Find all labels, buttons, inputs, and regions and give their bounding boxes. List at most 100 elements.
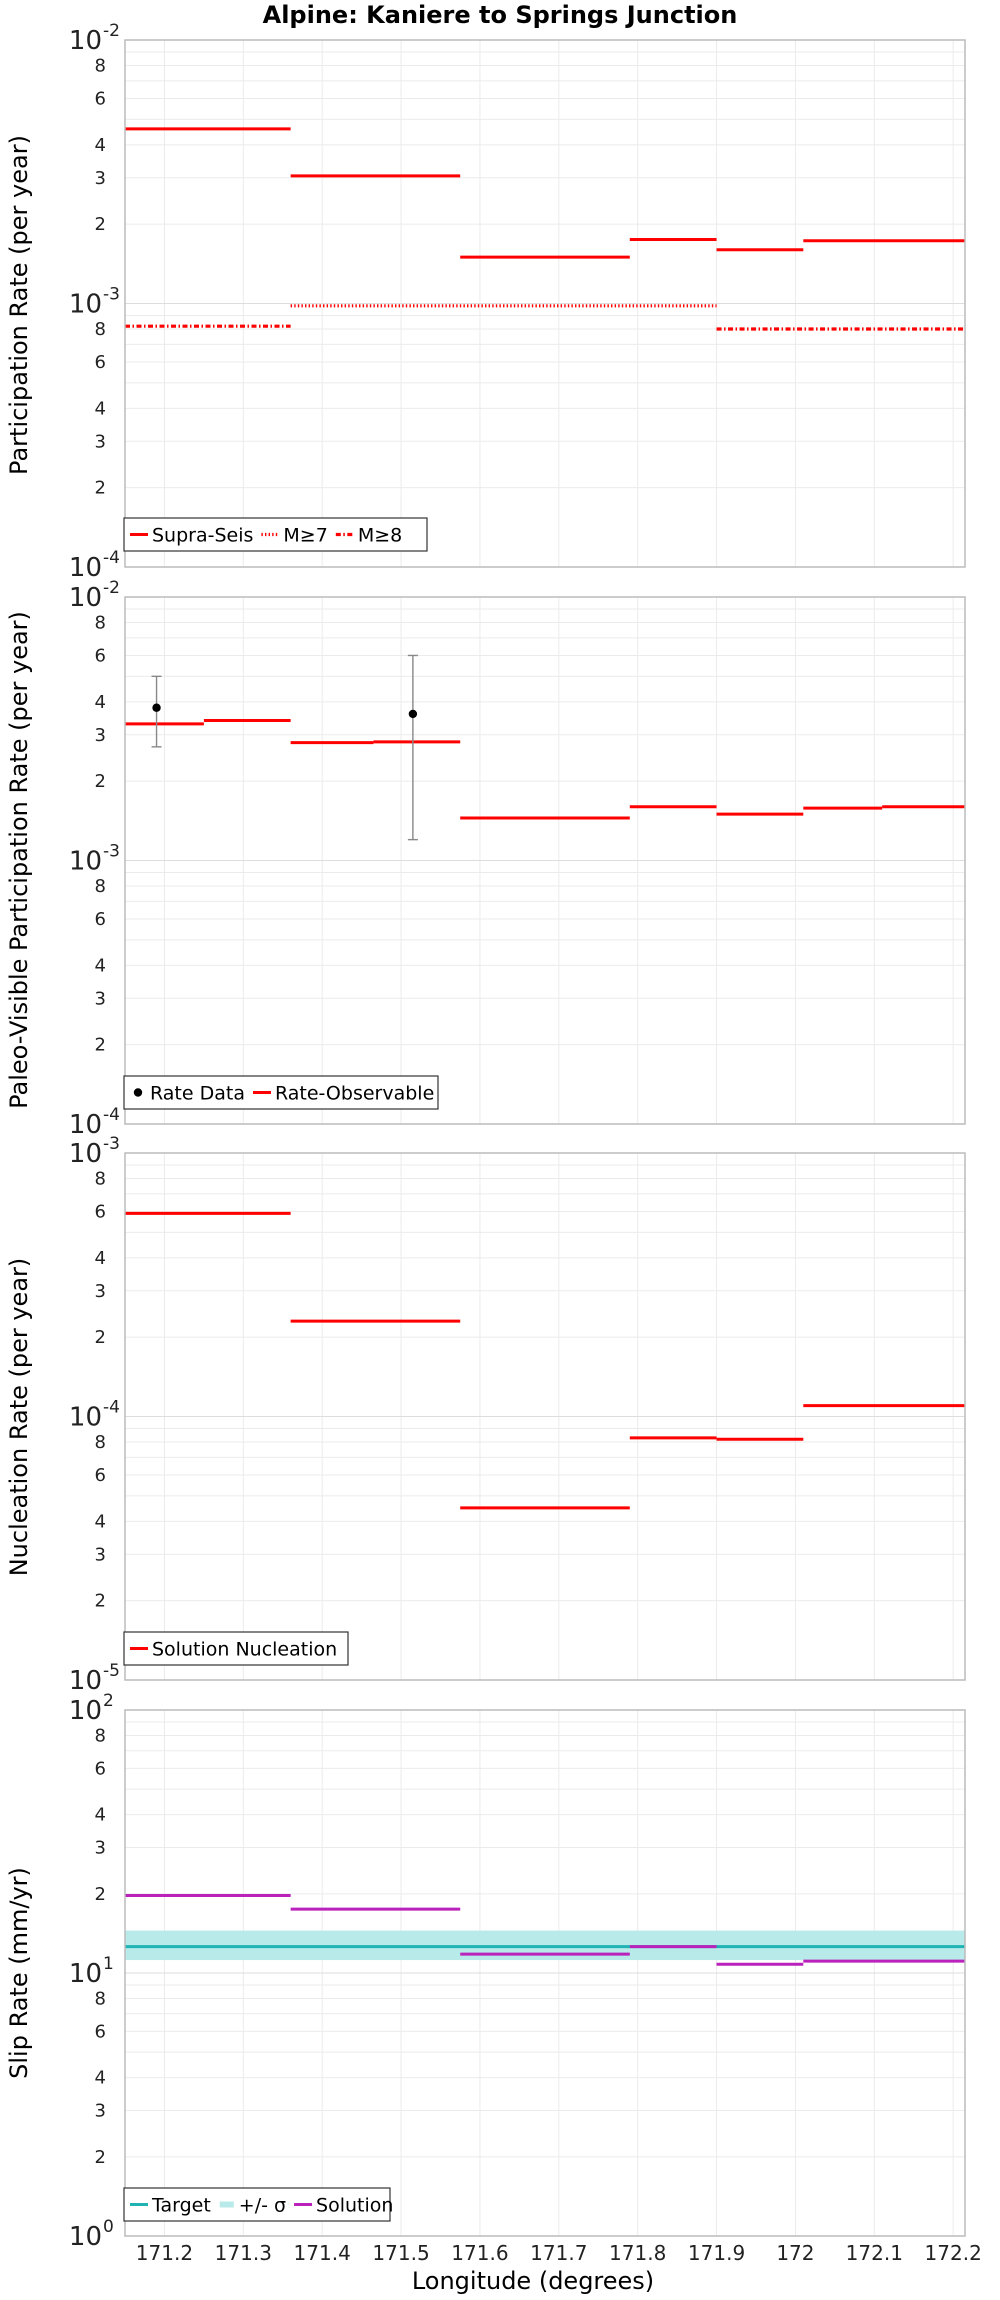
panel-2-ytick-label: 3 [95, 988, 106, 1009]
panel-1-ytick-exponent: -4 [103, 548, 120, 568]
panel-3-ytick-label: 3 [95, 1281, 106, 1302]
panel-3-ytick-decade: 10 [69, 1139, 102, 1169]
panel-1-ytick-decade: 10 [69, 26, 102, 56]
panel-1-ytick-label: 4 [95, 398, 106, 419]
panel-1-ytick-label: 6 [95, 88, 106, 109]
panel-1-ytick-label: 3 [95, 431, 106, 452]
panel-2-ytick-label: 6 [95, 909, 106, 930]
x-tick-label: 171.6 [451, 2241, 508, 2265]
panel-4-legend-label: Target [151, 2195, 211, 2217]
panel-1-ytick-decade: 10 [69, 553, 102, 583]
panel-2-ytick-decade: 10 [69, 847, 102, 877]
panel-3-ytick-label: 3 [95, 1544, 106, 1565]
panel-3-ytick-label: 6 [95, 1465, 106, 1486]
panel-3-ytick-label: 4 [95, 1248, 106, 1269]
panel-4-legend-marker [219, 2201, 234, 2208]
panel-3-ytick-exponent: -5 [103, 1661, 120, 1681]
panel-4-ytick-label: 2 [95, 1884, 106, 1905]
panel-2-legend-label: Rate-Observable [275, 1083, 434, 1105]
panel-2-ytick-label: 6 [95, 645, 106, 666]
chart-title: Alpine: Kaniere to Springs Junction [263, 1, 738, 29]
panel-4-ytick-exponent: 1 [103, 1954, 114, 1974]
x-tick-label: 171.9 [688, 2241, 745, 2265]
panel-4-ytick-label: 8 [95, 1725, 106, 1746]
panel-4-ytick-label: 3 [95, 1838, 106, 1859]
panel-3-ytick-exponent: -3 [103, 1134, 120, 1154]
panel-2-axis-frame [124, 596, 966, 1125]
x-tick-label: 171.2 [136, 2241, 193, 2265]
panel-3-ytick-label: 2 [95, 1591, 106, 1612]
x-tick-label: 171.7 [530, 2241, 587, 2265]
panel-2-ytick-label: 2 [95, 1035, 106, 1056]
panel-4-ytick-exponent: 2 [103, 1691, 114, 1711]
panel-4-legend: Target +/- σ Solution [123, 2187, 393, 2222]
panel-2-ytick-decade: 10 [69, 1110, 102, 1140]
panel-1-y-label: Participation Rate (per year) [5, 135, 33, 475]
panel-4-ytick-label: 4 [95, 1805, 106, 1826]
panel-1-ytick-label: 3 [95, 168, 106, 189]
panel-3-legend-box [123, 1631, 349, 1666]
panel-3-ytick-label: 4 [95, 1511, 106, 1532]
panel-3-ytick-decade: 10 [69, 1403, 102, 1433]
panel-1-ytick-label: 8 [95, 319, 106, 340]
panel-3-ytick-label: 8 [95, 1432, 106, 1453]
panel-2-rate-data-point [408, 709, 418, 719]
panel-1-ytick-exponent: -3 [103, 285, 120, 305]
panel-1-ytick-label: 6 [95, 352, 106, 373]
panel-4-ytick-exponent: 0 [103, 2217, 114, 2237]
panel-3-ytick-label: 2 [95, 1327, 106, 1348]
panel-3-ytick-label: 8 [95, 1169, 106, 1190]
panel-2-ytick-label: 8 [95, 876, 106, 897]
panel-2-y-label: Paleo-Visible Participation Rate (per ye… [5, 611, 33, 1109]
panel-2-ytick-label: 3 [95, 725, 106, 746]
panel-4-legend-label: Solution [316, 2195, 393, 2217]
panel-4-ytick-decade: 10 [69, 1959, 102, 1989]
panel-4-legend-box [123, 2187, 391, 2222]
panel-4-ytick-label: 6 [95, 1758, 106, 1779]
x-tick-label: 171.8 [609, 2241, 666, 2265]
panel-2-ytick-exponent: -4 [103, 1105, 120, 1125]
panel-4-ytick-label: 6 [95, 2021, 106, 2042]
panel-2-ytick-decade: 10 [69, 583, 102, 613]
panel-2-legend-marker [133, 1088, 143, 1097]
x-tick-label: 171.3 [215, 2241, 272, 2265]
panel-2-rate-data-point [152, 703, 161, 712]
panel-4-ytick-label: 4 [95, 2068, 106, 2089]
panel-2-ytick-label: 8 [95, 613, 106, 634]
x-tick-label: 172.1 [846, 2241, 903, 2265]
panel-1-axis-frame [124, 39, 966, 568]
panel-3-ytick-exponent: -4 [103, 1398, 120, 1418]
panel-2-legend-label: Rate Data [150, 1083, 245, 1105]
x-tick-label: 171.5 [372, 2241, 429, 2265]
panel-1-ytick-label: 2 [95, 478, 106, 499]
panel-2-legend: Rate Data Rate-Observable [123, 1075, 439, 1110]
panel-2-legend-box [123, 1075, 439, 1110]
x-axis-label: Longitude (degrees) [412, 2267, 654, 2295]
panel-1-ytick-decade: 10 [69, 290, 102, 320]
panel-3-ytick-label: 6 [95, 1201, 106, 1222]
panel-3-y-label: Nucleation Rate (per year) [5, 1258, 33, 1577]
panel-4-ytick-decade: 10 [69, 1696, 102, 1726]
panel-2-ytick-label: 4 [95, 955, 106, 976]
x-tick-label: 172 [776, 2241, 814, 2265]
panel-3-legend: Solution Nucleation [123, 1631, 349, 1666]
panel-4-legend-label: +/- σ [239, 2195, 286, 2217]
panel-1-ytick-label: 2 [95, 214, 106, 235]
panel-1-legend-label: Supra-Seis [152, 525, 253, 547]
panel-1-ytick-label: 4 [95, 135, 106, 156]
panel-1-ytick-label: 8 [95, 56, 106, 77]
panel-4-ytick-label: 8 [95, 1988, 106, 2009]
panel-4-ytick-label: 2 [95, 2147, 106, 2168]
panel-3-ytick-decade: 10 [69, 1666, 102, 1696]
panel-2-ytick-exponent: -2 [103, 578, 120, 598]
panel-4-ytick-decade: 10 [69, 2222, 102, 2252]
panel-1-legend: Supra-Seis M≥7 M≥8 [123, 517, 428, 552]
panel-4-ytick-label: 3 [95, 2101, 106, 2122]
x-tick-label: 172.2 [925, 2241, 982, 2265]
